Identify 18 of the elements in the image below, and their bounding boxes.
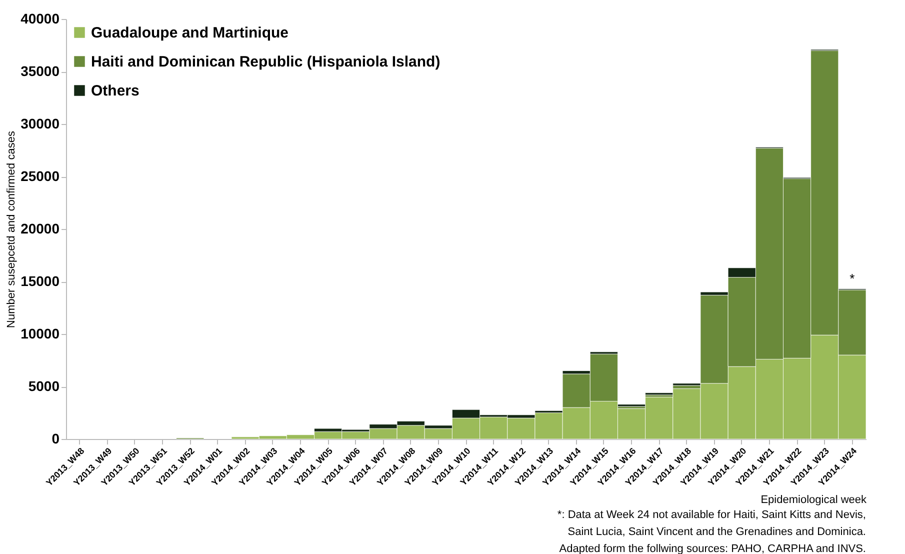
y-tick-label: 15000 (20, 273, 60, 289)
y-tick-label: 35000 (20, 63, 60, 79)
y-tick-label: 10000 (20, 326, 60, 342)
legend-label: Haiti and Dominican Republic (Hispaniola Island) (91, 54, 440, 70)
y-tick-label: 25000 (20, 168, 60, 184)
text: Adapted form the follwing sources: PAHO, CARPHA and INVS. (559, 543, 866, 554)
y-tick-label: 5000 (28, 378, 60, 394)
y-tick-label: 0 (52, 430, 60, 446)
legend-label: Others (91, 82, 140, 100)
y-tick-label: 20000 (20, 220, 60, 236)
y-tick-label: 40000 (20, 10, 60, 26)
annotation: * (850, 270, 855, 286)
legend-label: Guadaloupe and Martinique (91, 24, 289, 42)
y-tick-label: 30000 (20, 116, 60, 132)
text: Saint Lucia, Saint Vincent and the Grenadines and Dominica. (568, 526, 866, 538)
text: *: Data at Week 24 not available for Haiti, Saint Kitts and Nevis, (557, 509, 866, 521)
x-axis-title: Epidemiological week (760, 494, 867, 506)
y-axis-title: Number susepcetd and confirmed cases (6, 130, 18, 328)
